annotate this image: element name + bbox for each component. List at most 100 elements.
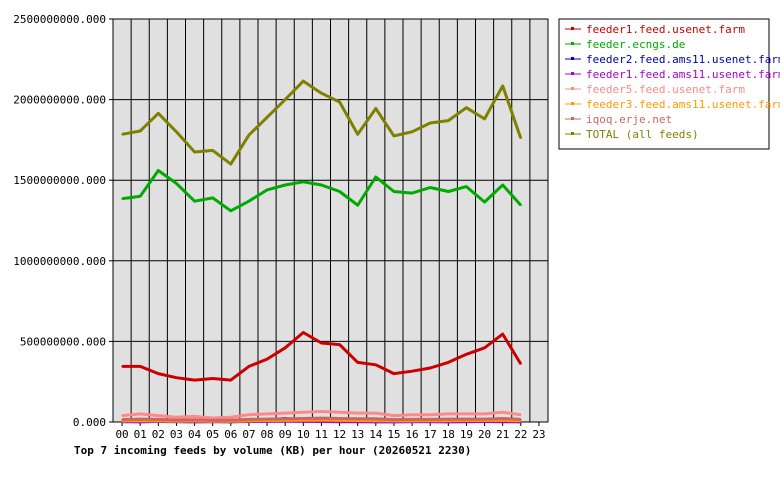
data-point xyxy=(302,331,305,334)
x-tick-label: 18 xyxy=(442,428,455,440)
data-point xyxy=(248,413,250,416)
data-point xyxy=(230,416,232,418)
data-point xyxy=(121,414,123,417)
data-point xyxy=(356,133,359,136)
data-point xyxy=(429,186,431,189)
data-point xyxy=(248,365,250,368)
data-point xyxy=(483,418,486,420)
data-point xyxy=(302,80,305,82)
data-point xyxy=(230,210,232,212)
data-point xyxy=(447,119,450,122)
data-point xyxy=(320,184,323,186)
x-tick-label: 03 xyxy=(170,428,183,440)
data-point xyxy=(483,347,486,349)
x-tick-label: 16 xyxy=(405,428,418,440)
data-point xyxy=(193,151,196,153)
legend-marker xyxy=(571,87,574,90)
y-tick-label: 2500000000.000 xyxy=(13,13,106,26)
data-point xyxy=(320,417,323,419)
data-point xyxy=(447,190,450,193)
data-point xyxy=(211,197,214,199)
data-point xyxy=(465,106,468,109)
legend-label: TOTAL (all feeds) xyxy=(586,128,699,141)
data-point xyxy=(139,195,141,198)
x-tick-label: 17 xyxy=(424,428,437,440)
y-tick-label: 1500000000.000 xyxy=(13,174,106,187)
data-point xyxy=(520,413,522,416)
x-tick-label: 14 xyxy=(369,428,383,440)
data-point xyxy=(248,134,250,136)
data-point xyxy=(447,413,450,415)
data-point xyxy=(211,419,214,422)
data-point xyxy=(501,417,504,420)
data-point xyxy=(356,361,359,364)
data-point xyxy=(393,190,395,193)
legend-label: feeder5.feed.usenet.farm xyxy=(586,83,745,96)
x-tick-label: 12 xyxy=(333,428,346,440)
data-point xyxy=(211,149,214,152)
data-point xyxy=(139,365,141,368)
data-point xyxy=(157,112,160,115)
data-point xyxy=(302,181,305,183)
data-point xyxy=(375,412,377,414)
legend-label: feeder1.feed.usenet.farm xyxy=(586,23,745,36)
data-point xyxy=(284,412,286,414)
x-tick-label: 13 xyxy=(351,428,364,440)
data-point xyxy=(193,415,196,418)
data-point xyxy=(211,377,214,380)
data-point xyxy=(465,418,468,420)
x-tick-label: 19 xyxy=(460,428,473,440)
data-point xyxy=(338,417,341,420)
data-point xyxy=(429,122,431,124)
legend-label: feeder3.feed.ams11.usenet.farm xyxy=(586,98,780,111)
data-point xyxy=(121,418,123,421)
data-point xyxy=(175,376,178,379)
data-point xyxy=(157,414,160,417)
data-point xyxy=(429,418,431,421)
data-point xyxy=(375,107,377,110)
data-point xyxy=(193,379,196,381)
data-point xyxy=(230,419,232,421)
x-tick-label: 08 xyxy=(260,428,273,440)
data-point xyxy=(121,365,123,368)
data-point xyxy=(393,372,395,375)
data-point xyxy=(338,343,341,346)
data-point xyxy=(338,411,341,414)
chart-canvas: 0.000 500000000.000 1000000000.000 15000000… xyxy=(13,13,780,440)
data-point xyxy=(501,333,504,335)
data-point xyxy=(393,414,395,417)
x-tick-label: 10 xyxy=(297,428,310,440)
x-tick-label: 05 xyxy=(206,428,219,440)
data-point xyxy=(520,363,522,365)
data-point xyxy=(175,419,178,421)
x-tick-label: 11 xyxy=(315,428,328,440)
data-point xyxy=(139,130,141,132)
data-point xyxy=(375,176,377,178)
x-tick-label: 09 xyxy=(279,428,292,440)
data-point xyxy=(302,411,305,414)
data-point xyxy=(429,367,431,369)
data-point xyxy=(320,342,323,344)
data-point xyxy=(375,417,377,420)
data-point xyxy=(501,85,504,87)
data-point xyxy=(501,411,504,414)
data-point xyxy=(356,412,359,414)
data-point xyxy=(465,185,468,188)
legend-label: feeder2.feed.ams11.usenet.farm xyxy=(586,53,780,66)
data-point xyxy=(520,204,522,206)
legend-marker xyxy=(571,132,574,135)
legend-marker xyxy=(571,27,574,30)
data-point xyxy=(302,417,305,420)
data-point xyxy=(447,361,450,364)
data-point xyxy=(284,417,286,420)
data-point xyxy=(375,363,377,366)
legend-marker xyxy=(571,57,574,60)
data-point xyxy=(393,418,395,421)
legend-label: iqoq.erje.net xyxy=(586,113,672,126)
legend-marker xyxy=(571,102,574,105)
data-point xyxy=(230,163,232,165)
data-point xyxy=(447,418,450,420)
data-point xyxy=(411,131,413,133)
data-point xyxy=(429,413,431,416)
data-point xyxy=(157,169,160,172)
